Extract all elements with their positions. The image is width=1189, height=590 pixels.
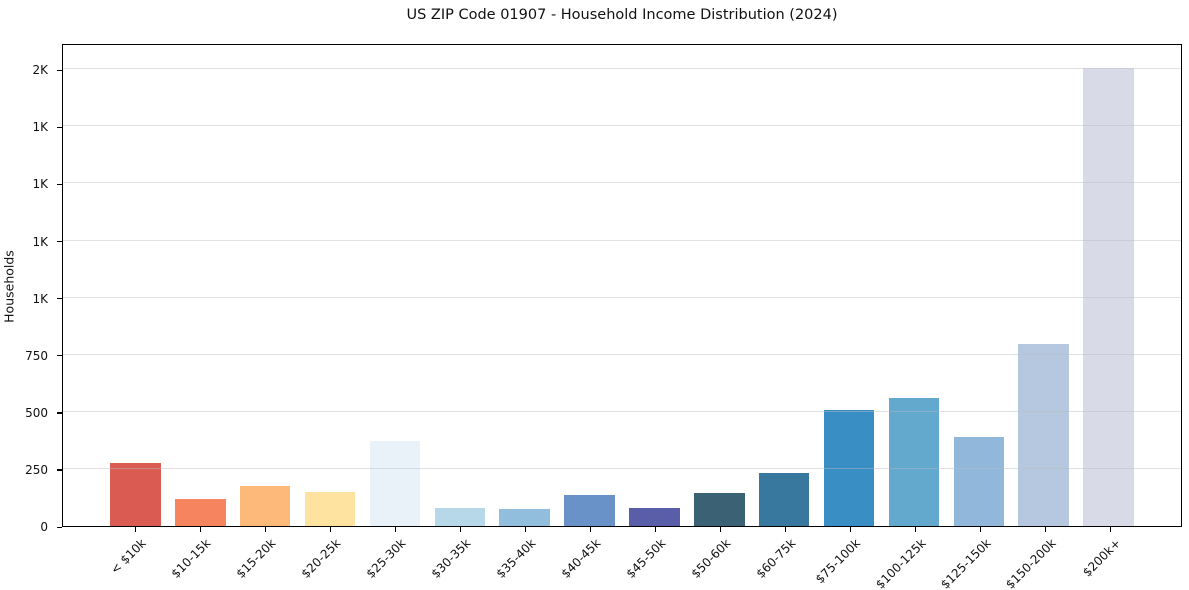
x-tick-mark [979,527,981,532]
x-tick-label: $50-60k [688,536,734,581]
bar-$20-25k [304,491,356,526]
x-tick-mark [1044,527,1046,532]
x-tick-mark [394,527,396,532]
gridline-1250 [63,239,1181,241]
x-tick-mark [784,527,786,532]
x-tick-mark [199,527,201,532]
bar-slot [492,45,557,526]
y-tick-mark [57,241,62,243]
x-tick-mark [329,527,331,532]
x-tick-mark [719,527,721,532]
bar-slot [946,45,1011,526]
x-tick-label: $60-75k [753,536,799,581]
bar-slot [233,45,298,526]
bar-$150-200k [1018,344,1069,526]
x-tick-label: $30-35k [428,536,474,581]
bar-$30-35k [434,507,486,526]
y-tick-mark [57,298,62,300]
x-tick-label: $75-100k [813,536,864,587]
x-tick-label: $20-25k [298,536,344,581]
y-tick-label: 1K [32,177,48,192]
bar-slot [427,45,492,526]
y-tick-mark [57,126,62,129]
bar-$50-60k [694,493,745,526]
bar-slot [557,45,622,526]
bar-slot [363,45,428,526]
bar-$10-15k [175,498,226,526]
bar-$25-30k [369,440,421,526]
x-tick-label: $100-125k [872,536,929,590]
plot-area [62,44,1182,527]
y-tick-mark [57,355,62,357]
chart-title: US ZIP Code 01907 - Household Income Dis… [406,7,838,23]
x-tick-label: $40-45k [558,536,604,581]
gridline-1500 [63,182,1181,184]
bar-slot [298,45,363,526]
x-tick-mark [134,527,136,532]
gridline-250 [63,467,1181,469]
bar-$75-100k [823,410,875,526]
x-tick-label: < $10k [107,536,149,577]
bar-slot [1011,45,1076,526]
bar-slot [752,45,817,526]
x-tick-label: $125-150k [937,536,994,590]
bar-$200k+ [1083,67,1134,526]
x-tick-mark [459,527,461,532]
bar-$35-40k [499,508,550,526]
x-tick-label: $150-200k [1002,536,1059,590]
y-tick-label: 1K [32,120,48,135]
gridline-750 [63,353,1181,355]
y-tick-mark [57,469,62,471]
y-tick-label: 750 [25,348,48,363]
y-tick-mark [57,412,62,414]
y-tick-mark [57,69,62,71]
x-tick-label: $45-50k [623,536,669,581]
bar-$125-150k [953,437,1005,526]
bar-slot [1076,45,1141,526]
x-tick-label: $10-15k [168,536,214,581]
gridline-1000 [63,296,1181,298]
bar-< $10k [110,463,161,526]
x-tick-label: $25-30k [363,536,409,581]
bar-slot [168,45,233,526]
x-tick-mark [589,527,591,532]
x-tick-mark [264,527,266,532]
gridline-2000 [63,68,1181,70]
x-tick-mark [654,527,656,532]
x-tick-mark [1109,527,1111,532]
bar-$100-125k [888,397,940,526]
y-axis-label: Households [1,250,17,323]
bar-$15-20k [239,486,291,526]
y-tick-mark [57,526,62,528]
bars-container [63,45,1181,526]
gridline-1750 [63,125,1181,127]
bar-$40-45k [564,495,615,526]
bar-slot [687,45,752,526]
x-tick-mark [524,527,526,532]
x-tick-label: $15-20k [233,536,279,581]
bar-$45-50k [629,507,680,526]
x-tick-label: $35-40k [493,536,539,581]
x-tick-mark [914,527,916,532]
x-tick-mark [849,527,851,532]
bar-$60-75k [758,472,810,526]
y-tick-label: 2K [32,63,48,78]
y-tick-label: 1K [32,291,48,306]
bar-slot [622,45,687,526]
bar-slot [817,45,882,526]
gridline-500 [63,410,1181,412]
y-tick-mark [57,183,62,186]
bar-slot [882,45,947,526]
y-tick-label: 0 [40,520,48,534]
y-tick-label: 250 [25,462,48,477]
y-tick-label: 500 [25,405,48,420]
bar-slot [103,45,168,526]
y-tick-label: 1K [32,234,48,249]
x-tick-label: $200k+ [1079,536,1124,580]
